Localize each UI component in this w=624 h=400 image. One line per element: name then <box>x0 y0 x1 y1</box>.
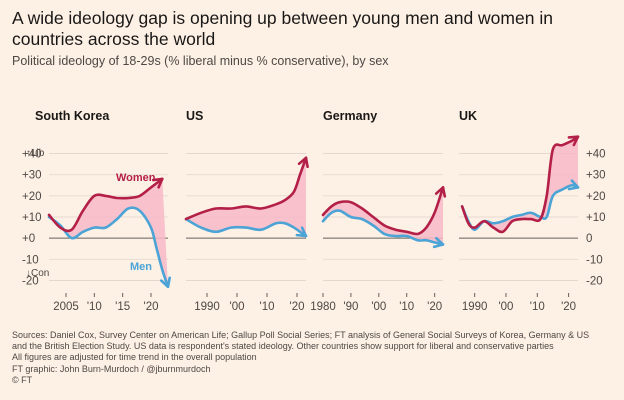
sources-line-1: Sources: Daniel Cox, Survey Center on Am… <box>12 330 590 340</box>
women-line <box>184 156 308 221</box>
x-tick-label: '10 <box>399 301 414 313</box>
chart-subtitle: Political ideology of 18-29s (% liberal … <box>12 54 389 68</box>
men-arrow <box>295 226 308 238</box>
x-tick-label: '20 <box>561 301 576 313</box>
men-label: Men <box>130 261 152 273</box>
men-line <box>47 206 170 289</box>
men-line <box>184 217 308 238</box>
x-tick-label: '10 <box>87 301 102 313</box>
y-tick-right: +10 <box>586 212 606 224</box>
chart-area: -20 -10 +0 +10 +20 +30 +40 -20 -10 0 +10 +20 +30 +40 S… <box>22 109 606 313</box>
panel-title: UK <box>459 109 477 123</box>
y-tick-right: -10 <box>586 254 603 266</box>
x-tick-label: '00 <box>498 301 513 313</box>
women-arrow <box>567 135 580 147</box>
x-tick-label: '90 <box>343 301 358 313</box>
x-tick-label: 1980 <box>310 301 336 313</box>
copyright: © FT <box>12 374 33 385</box>
x-tick-label: '20 <box>290 301 305 313</box>
x-tick-label: '00 <box>371 301 386 313</box>
x-tick-label: '15 <box>115 301 130 313</box>
x-tick-label: 2005 <box>53 301 79 313</box>
men-line <box>321 209 445 246</box>
y-tick-left: +10 <box>22 212 42 224</box>
y-tick-left: -10 <box>22 254 39 266</box>
women-line <box>460 135 580 234</box>
chart-footer: Sources: Daniel Cox, Survey Center on Am… <box>12 330 616 386</box>
gap-area <box>462 136 578 233</box>
men-line <box>460 183 580 232</box>
y-tick-right: +20 <box>586 191 606 203</box>
adjustment-note: All figures are adjusted for time trend … <box>12 352 257 363</box>
men-arrow <box>159 276 171 289</box>
women-arrow <box>297 156 309 169</box>
y-tick-left: +0 <box>22 233 35 245</box>
men-arrow <box>567 179 580 191</box>
sources-line-2: and the British Election Study. US data … <box>12 341 554 352</box>
panel-title: US <box>186 109 203 123</box>
x-tick-label: '20 <box>427 301 442 313</box>
x-tick-label: 1990 <box>194 301 220 313</box>
x-tick-label: 1990 <box>462 301 488 313</box>
women-arrow <box>434 186 447 198</box>
women-line <box>321 186 445 236</box>
chart-title: A wide ideology gap is opening up betwee… <box>12 8 553 49</box>
gap-area <box>186 157 306 236</box>
x-tick-label: '10 <box>530 301 545 313</box>
men-arrow <box>432 236 445 249</box>
lib-label: ↑Lib <box>26 148 45 159</box>
y-tick-left: +20 <box>22 191 42 203</box>
x-tick-label: '20 <box>144 301 159 313</box>
y-tick-right: +40 <box>586 149 606 161</box>
gap-area <box>49 178 168 287</box>
graphic-credit: FT graphic: John Burn-Murdoch / @jburnmu… <box>12 363 211 374</box>
panel-title: Germany <box>323 109 377 123</box>
x-tick-label: '10 <box>260 301 275 313</box>
panel-title: South Korea <box>35 109 110 123</box>
y-tick-right: +30 <box>586 170 606 182</box>
women-line <box>47 177 164 233</box>
women-arrow <box>151 177 164 189</box>
y-tick-left: -20 <box>22 275 39 287</box>
con-label: ↓Con <box>26 268 49 279</box>
women-label: Women <box>116 172 156 184</box>
y-tick-right: 0 <box>586 233 592 245</box>
y-tick-left: +30 <box>22 170 42 182</box>
y-tick-right: -20 <box>586 275 603 287</box>
x-tick-label: '00 <box>230 301 245 313</box>
y-tick-left: +40 <box>22 149 42 161</box>
